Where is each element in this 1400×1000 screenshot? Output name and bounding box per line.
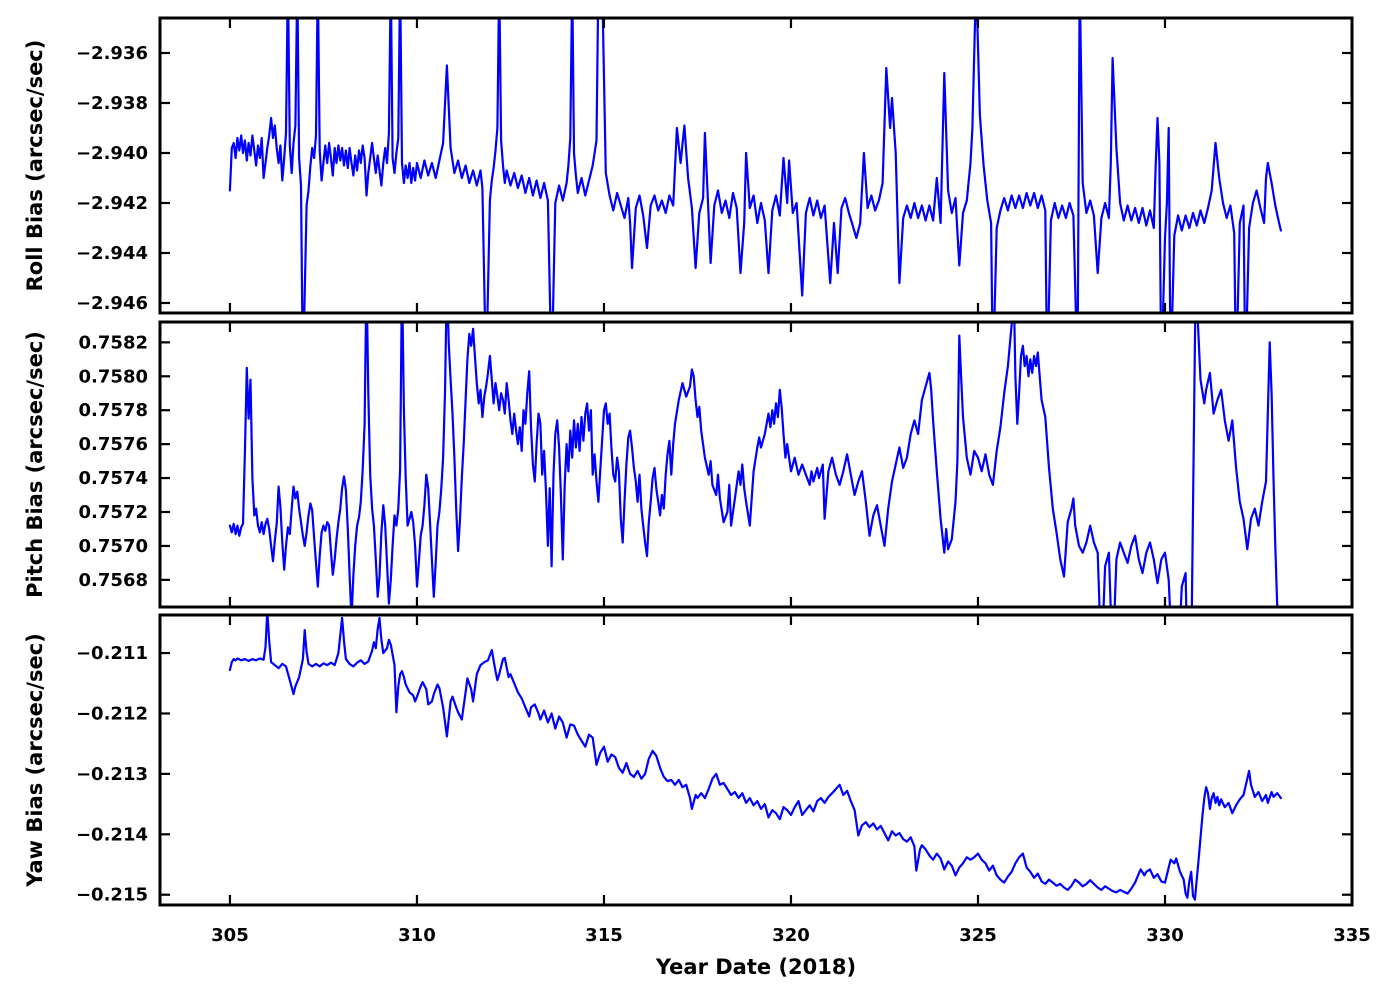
xtick-label: 325 [959,925,997,946]
yaw-y-axis-label: Yaw Bias (arcsec/sec) [23,633,47,888]
panel-roll: −2.936 −2.938 −2.940 −2.942 −2.944 −2.946 [76,16,1354,315]
yaw-ytick-label: −0.214 [76,824,148,845]
yaw-ytick-label: −0.213 [76,764,148,785]
panel-pitch: 0.7582 0.7580 0.7578 0.7576 0.7574 0.7572 0.75… [79,320,1354,609]
xtick-label: 335 [1333,925,1371,946]
pitch-ytick-label: 0.7582 [79,332,148,353]
pitch-ytick-label: 0.7580 [79,366,148,387]
xtick-label: 320 [772,925,810,946]
roll-series-line [228,18,1283,313]
roll-ytick-label: −2.946 [76,293,148,314]
pitch-panel-border [158,320,1354,609]
roll-ytick-label: −2.944 [76,243,148,264]
pitch-y-axis-label: Pitch Bias (arcsec/sec) [23,331,47,598]
roll-ytick-label: −2.936 [76,43,148,64]
yaw-panel-border [158,613,1354,907]
yaw-ytick-label: −0.211 [76,643,148,664]
yaw-series-line [228,615,1283,901]
roll-ytick-label: −2.938 [76,93,148,114]
x-axis-label: Year Date (2018) [655,955,856,979]
roll-ytick-label: −2.942 [76,193,148,214]
pitch-ytick-label: 0.7578 [79,400,148,421]
pitch-ytick-label: 0.7572 [79,502,148,523]
xtick-label: 330 [1146,925,1184,946]
pitch-ytick-label: 0.7576 [79,434,148,455]
pitch-ytick-label: 0.7574 [79,468,148,489]
pitch-series-line [228,322,1279,607]
panel-yaw: −0.211 −0.212 −0.213 −0.214 −0.215 305 310 315 3… [76,613,1371,946]
xtick-label: 310 [398,925,436,946]
roll-y-axis-label: Roll Bias (arcsec/sec) [23,40,47,292]
xtick-label: 305 [211,925,249,946]
roll-panel-border [158,16,1354,315]
yaw-ytick-label: −0.215 [76,885,148,906]
roll-ytick-label: −2.940 [76,143,148,164]
pitch-ytick-label: 0.7570 [79,536,148,557]
yaw-ytick-label: −0.212 [76,703,148,724]
pitch-ytick-label: 0.7568 [79,570,148,591]
xtick-label: 315 [585,925,623,946]
